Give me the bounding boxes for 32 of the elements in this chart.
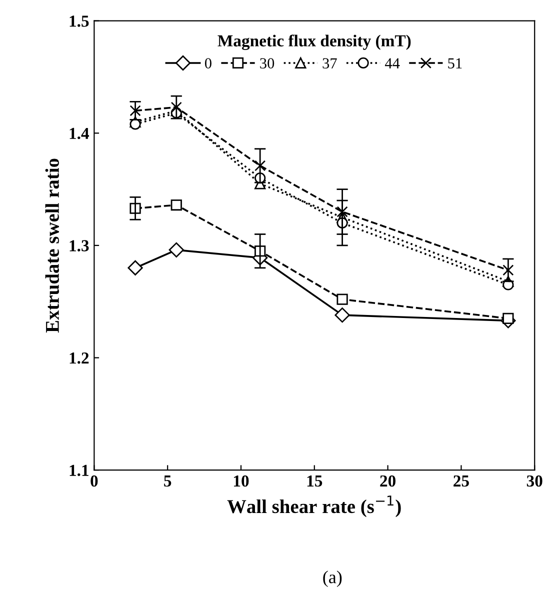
point (170, 102, 182, 113)
y-tick-label: 1.5 (70, 16, 89, 27)
x-tick-label: 0 (90, 475, 98, 487)
y-tick-label: 1.1 (70, 464, 88, 476)
point (170, 199, 182, 211)
x-tick-label: 30 (526, 475, 542, 487)
x-tick-label: 20 (380, 475, 396, 487)
x-tick-label: 5 (164, 476, 172, 487)
y-tick-label: 1.2 (70, 352, 89, 364)
point (168, 242, 184, 258)
point (130, 105, 141, 116)
legend-label: 51 (448, 58, 462, 68)
y-tick-label: 1.4 (70, 128, 90, 140)
text: (a) (323, 570, 342, 587)
point (128, 260, 143, 276)
legend-label: 0 (204, 58, 212, 68)
x-tick-label: 10 (234, 475, 249, 487)
point (130, 118, 141, 130)
point (254, 160, 266, 172)
x-axis-title: Wall shear rate (s$^{−1}$) (227, 496, 401, 518)
y-axis-title: Extrudate swell ratio (45, 158, 60, 333)
legend-title: Magnetic flux density (mT) (218, 34, 411, 50)
legend-label: 37 (322, 58, 337, 68)
legend-label: 44 (384, 58, 400, 68)
point (334, 308, 350, 323)
point (336, 294, 348, 305)
legend-label: 30 (260, 58, 274, 68)
point (336, 206, 348, 218)
y-tick-label: 1.3 (70, 240, 89, 252)
x-tick-label: 15 (307, 475, 322, 487)
point (502, 264, 514, 276)
x-tick-label: 25 (454, 475, 469, 487)
